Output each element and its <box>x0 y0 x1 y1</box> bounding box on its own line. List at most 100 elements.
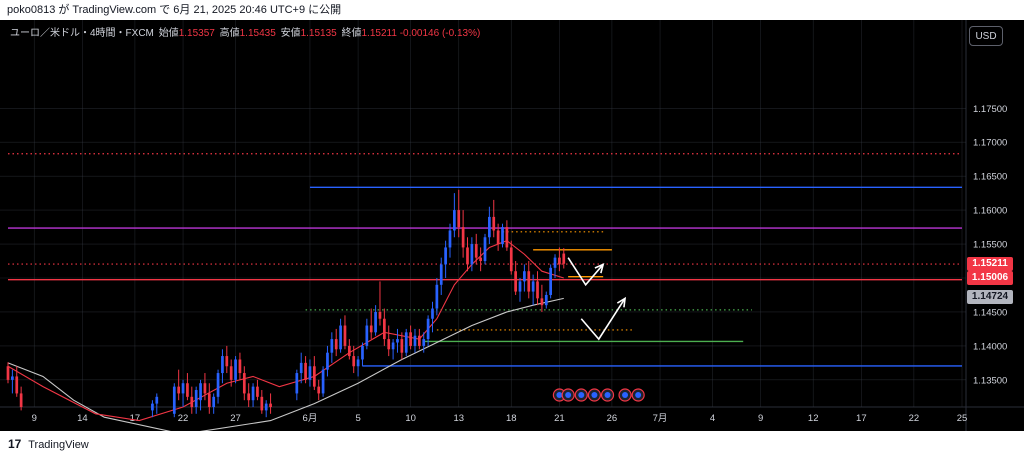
candle-body <box>400 339 404 353</box>
candle-body <box>247 393 251 401</box>
candle-body <box>474 244 478 258</box>
x-tick-label: 6月 <box>303 413 318 424</box>
candle-body <box>221 356 224 374</box>
currency-button[interactable]: USD <box>969 26 1003 46</box>
event-marker-dot <box>604 392 611 398</box>
y-tick-label: 1.17500 <box>973 104 1007 115</box>
arrow-path <box>580 297 626 341</box>
candle-body <box>466 247 469 265</box>
change-value: -0.00146 (-0.13%) <box>399 28 481 39</box>
candle-body <box>334 339 338 350</box>
x-tick-label: 18 <box>506 413 517 424</box>
x-tick-label: 21 <box>554 413 565 424</box>
candle-body <box>304 362 307 380</box>
candle-body <box>540 298 544 306</box>
candle-body <box>194 390 198 407</box>
chart-area[interactable]: 1.135001.140001.145001.150001.155001.160… <box>0 20 1024 431</box>
candle-body <box>505 227 509 248</box>
candle-body <box>382 318 386 340</box>
candle-body <box>422 339 426 346</box>
x-tick-label: 26 <box>607 413 618 424</box>
candle-body <box>295 373 299 394</box>
event-marker-dot <box>635 392 642 398</box>
candle-body <box>483 237 487 262</box>
candle-body <box>212 396 216 407</box>
candle-body <box>418 335 421 346</box>
candle-body <box>426 318 430 340</box>
chart-background <box>0 20 1024 431</box>
candle-body <box>308 366 312 380</box>
candle-body <box>251 386 255 401</box>
y-tick-label: 1.16000 <box>973 206 1007 217</box>
high-value: 1.15435 <box>239 28 276 39</box>
footer-branding: 17 TradingView <box>0 431 1024 457</box>
candle-body <box>378 311 382 319</box>
candle-body <box>496 230 500 245</box>
candle-body <box>549 267 552 295</box>
x-tick-label: 14 <box>77 413 88 424</box>
candle-body <box>479 257 482 262</box>
x-tick-label: 25 <box>957 413 968 424</box>
close-label: 終値 <box>341 28 362 39</box>
price-chart[interactable]: 1.135001.140001.145001.150001.155001.160… <box>0 20 1024 431</box>
candle-body <box>387 339 391 350</box>
high-label: 高値 <box>219 28 240 39</box>
candle-body <box>369 325 373 333</box>
symbol-name: ユーロ／米ドル・4時間・FXCM <box>10 28 154 39</box>
low-value: 1.15135 <box>300 28 337 39</box>
x-tick-label: 27 <box>230 413 241 424</box>
candle-body <box>155 396 159 404</box>
candle-body <box>558 257 561 265</box>
candle-body <box>448 230 452 248</box>
x-tick-label: 7月 <box>653 413 668 424</box>
y-tick-label: 1.16500 <box>973 172 1007 183</box>
price-tag: 1.15006 <box>967 270 1013 285</box>
candle-body <box>317 386 321 394</box>
candle-body <box>347 345 351 357</box>
candle-body <box>409 332 412 346</box>
candle-body <box>242 373 246 394</box>
candle-body <box>492 216 496 231</box>
candle-body <box>6 366 10 380</box>
price-tag: 1.14724 <box>967 289 1013 304</box>
x-tick-label: 22 <box>178 413 189 424</box>
x-tick-label: 5 <box>355 413 360 424</box>
candle-body <box>238 359 242 374</box>
ohlc-legend: ユーロ／米ドル・4時間・FXCM 始値1.15357 高値1.15435 安値1… <box>10 27 480 41</box>
candle-body <box>186 383 189 397</box>
candle-body <box>330 339 334 353</box>
candle-body <box>501 227 504 245</box>
candle-body <box>312 366 316 387</box>
arrow-head <box>616 296 627 308</box>
candle-body <box>256 386 259 397</box>
close-value: 1.15211 <box>361 28 397 39</box>
sma-slow-line <box>7 297 564 431</box>
open-label: 始値 <box>158 28 179 39</box>
candle-body <box>509 247 513 272</box>
candle-body <box>553 257 557 268</box>
y-tick-label: 1.14000 <box>973 341 1007 352</box>
candle-body <box>365 325 369 346</box>
x-tick-label: 4 <box>710 413 715 424</box>
candle-body <box>15 376 19 394</box>
candle-body <box>488 216 491 238</box>
x-tick-label: 17 <box>856 413 867 424</box>
candle-body <box>260 396 264 411</box>
x-tick-label: 9 <box>758 413 763 424</box>
candle-body <box>435 284 439 309</box>
x-tick-label: 13 <box>453 413 464 424</box>
candle-body <box>396 339 399 343</box>
event-marker-dot <box>556 392 563 398</box>
candle-body <box>356 359 360 367</box>
candle-body <box>151 403 154 411</box>
candle-body <box>181 383 185 394</box>
candle-body <box>207 393 211 407</box>
candle-body <box>177 386 181 394</box>
event-marker-dot <box>578 392 585 398</box>
candle-body <box>352 356 356 367</box>
candle-body <box>326 352 329 370</box>
candle-body <box>562 253 566 264</box>
y-tick-label: 1.17000 <box>973 138 1007 149</box>
candle-body <box>321 369 325 394</box>
candle-body <box>361 345 364 360</box>
